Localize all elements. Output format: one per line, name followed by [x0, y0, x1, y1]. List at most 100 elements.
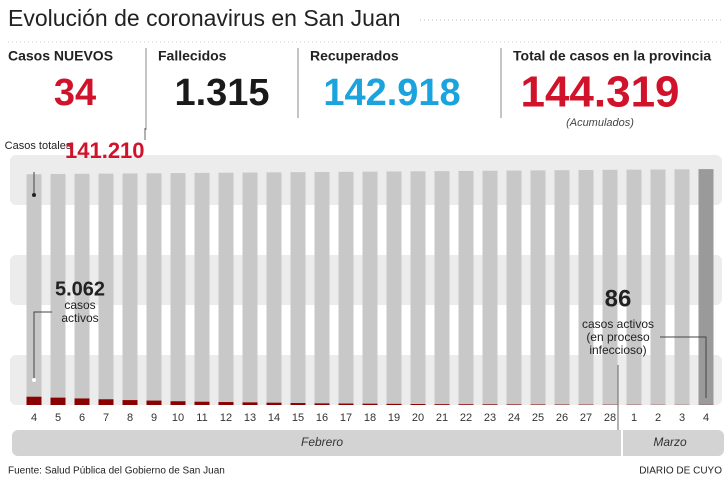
active-bar	[386, 403, 402, 405]
total-bar	[410, 171, 426, 405]
x-tick-label: 19	[388, 412, 400, 424]
stat-value: 144.319	[520, 68, 679, 117]
total-bar	[314, 172, 330, 405]
stat-label: Total de casos en la provincia	[513, 48, 711, 64]
month-band	[12, 430, 724, 456]
active-bar	[410, 404, 426, 405]
x-tick-label: 1	[631, 412, 637, 424]
x-tick-label: 10	[172, 412, 184, 424]
annotation-line: casos	[64, 298, 95, 312]
chart: 4 5 6 7 8 9 10 11 12 13 14 15 16 17 18 19 20 21 22 23 24 25 26…	[5, 128, 724, 477]
x-tick-label: 12	[220, 412, 232, 424]
leader-dot	[32, 378, 36, 382]
active-bar	[506, 404, 522, 405]
month-label: Febrero	[301, 435, 343, 449]
total-bar	[506, 170, 522, 405]
active-bar	[290, 403, 306, 405]
x-tick-label: 27	[580, 412, 592, 424]
x-tick-label: 13	[244, 412, 256, 424]
total-bar	[650, 169, 666, 405]
x-tick-label: 22	[460, 412, 472, 424]
leader-line	[660, 336, 707, 398]
total-bar	[218, 172, 234, 405]
total-bar	[578, 170, 594, 405]
total-annotation: Casos totales	[5, 140, 72, 152]
active-bar	[122, 400, 138, 405]
x-tick-label: 8	[127, 412, 133, 424]
x-tick-label: 11	[196, 412, 207, 424]
x-tick-label: 5	[55, 412, 61, 424]
x-tick-label: 3	[679, 412, 685, 424]
x-tick-label: 7	[103, 412, 109, 424]
stat-label: Recuperados	[310, 48, 399, 64]
total-bar	[554, 170, 570, 405]
active-bar	[50, 397, 66, 405]
active-bar	[218, 402, 234, 405]
annotation-line: casos activos	[582, 317, 654, 331]
total-bar	[194, 172, 210, 405]
x-tick-label: 4	[703, 412, 709, 424]
x-tick-label: 25	[532, 412, 544, 424]
total-bar	[698, 169, 714, 405]
total-bar	[50, 173, 66, 405]
annotation-line: (en proceso	[586, 330, 650, 344]
active-bar	[194, 401, 210, 405]
total-bar	[98, 173, 114, 405]
stat-label: Casos NUEVOS	[8, 48, 113, 64]
active-last-annotation: casos activos (en proceso infeccioso)	[582, 317, 654, 357]
leader-dot	[32, 193, 36, 197]
active-last-value: 86	[605, 285, 632, 312]
annotation-line: activos	[61, 311, 98, 325]
stat-value: 34	[54, 72, 96, 114]
credit: DIARIO DE CUYO	[639, 466, 722, 477]
active-first-value: 5.062	[55, 278, 105, 300]
x-tick-label: 17	[340, 412, 352, 424]
x-tick-label: 15	[292, 412, 304, 424]
active-bar	[482, 404, 498, 405]
total-bar	[170, 173, 186, 405]
x-tick-label: 16	[316, 412, 328, 424]
total-bar	[266, 172, 282, 405]
x-tick-label: 26	[556, 412, 568, 424]
leader-line	[33, 311, 52, 380]
active-bar	[266, 402, 282, 405]
annotation-line: infeccioso)	[589, 343, 646, 357]
stat-value: 142.918	[323, 72, 460, 114]
total-bar	[482, 170, 498, 405]
total-bar	[338, 171, 354, 405]
active-bar	[98, 399, 114, 405]
active-bar	[242, 402, 258, 405]
title: Evolución de coronavirus en San Juan	[8, 5, 401, 31]
stat-note: (Acumulados)	[566, 117, 634, 129]
active-bar	[314, 403, 330, 405]
total-bar	[530, 170, 546, 405]
x-tick-label: 24	[508, 412, 520, 424]
x-tick-label: 23	[484, 412, 496, 424]
x-tick-label: 9	[151, 412, 157, 424]
total-bar	[146, 173, 162, 405]
total-bar	[602, 169, 618, 405]
x-tick-label: 18	[364, 412, 376, 424]
total-bar	[242, 172, 258, 405]
x-tick-label: 4	[31, 412, 37, 424]
x-tick-label: 6	[79, 412, 85, 424]
total-bar	[26, 174, 42, 405]
active-bar	[74, 398, 90, 405]
x-tick-label: 2	[655, 412, 661, 424]
total-bar	[626, 169, 642, 405]
total-bar	[290, 172, 306, 405]
x-tick-label: 21	[436, 412, 448, 424]
total-bar	[434, 171, 450, 405]
month-label: Marzo	[653, 435, 687, 449]
active-bar	[170, 401, 186, 405]
total-bar	[122, 173, 138, 405]
active-bar	[26, 396, 42, 405]
active-bar	[146, 400, 162, 405]
stat-label: Fallecidos	[158, 48, 227, 64]
total-bar	[362, 171, 378, 405]
active-bar	[458, 404, 474, 405]
active-bar	[338, 403, 354, 405]
total-bar	[674, 169, 690, 405]
active-first-annotation: casos activos	[61, 298, 98, 325]
